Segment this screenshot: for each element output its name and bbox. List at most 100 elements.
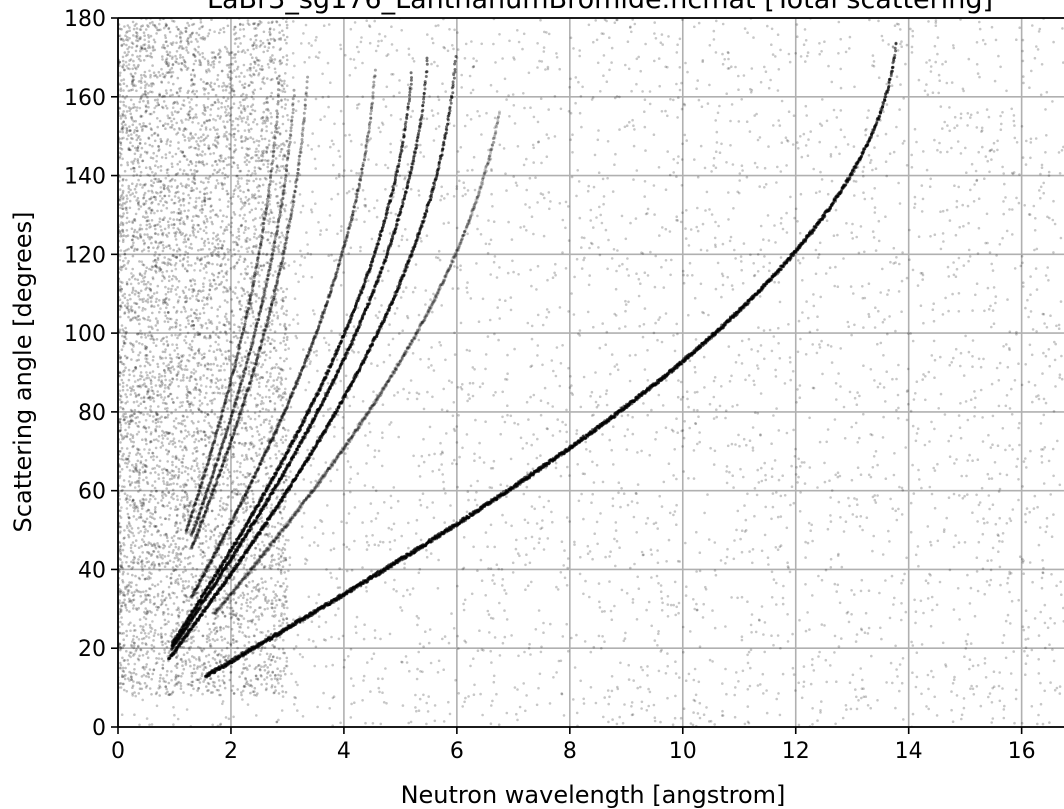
scatter-point [626,257,629,260]
scatter-point [673,510,677,513]
scatter-point [338,155,342,158]
scatter-point [633,562,636,566]
scatter-point [588,450,592,453]
scatter-point [422,155,426,158]
scatter-point [862,165,866,169]
scatter-point [1020,254,1024,258]
scatter-point [891,507,894,511]
scatter-point [635,169,639,172]
scatter-point [699,144,703,148]
scatter-point [303,60,307,64]
scatter-point [161,471,165,475]
scatter-point [407,53,411,56]
scatter-point [228,286,232,289]
scatter-point [950,146,953,150]
scatter-point [139,28,143,32]
scatter-point [349,490,352,494]
scatter-point [1024,163,1028,166]
scatter-point [1025,507,1029,510]
scatter-point [377,544,380,547]
scatter-point [313,526,317,529]
scatter-point [1033,617,1037,620]
scatter-point [878,591,881,595]
scatter-point [232,715,235,719]
scatter-point [511,93,515,96]
scatter-point [191,229,195,233]
scatter-point [211,61,214,64]
scatter-point [349,465,353,469]
scatter-point [154,429,157,432]
scatter-point [187,201,191,205]
scatter-point [590,98,594,101]
scatter-point [817,574,820,578]
scatter-point [317,615,321,618]
scatter-point [996,139,999,143]
scatter-point [191,225,194,229]
scatter-point [473,368,476,371]
scatter-point [650,576,653,579]
scatter-point [452,47,455,51]
scatter-point [622,492,626,496]
scatter-point [954,233,958,237]
scatter-point [501,415,504,419]
scatter-point [990,325,993,329]
scatter-point [183,253,187,257]
scatter-point [673,580,677,584]
scatter-point [308,544,312,547]
scatter-point [595,520,599,524]
scatter-point [804,540,807,544]
scatter-point [554,461,558,465]
scatter-point [385,702,388,705]
scatter-point [748,130,752,133]
scatter-point [842,405,846,409]
scatter-point [692,678,696,682]
scatter-point [946,150,949,154]
scatter-point [362,674,366,678]
scatter-point [324,665,328,668]
scatter-point [676,219,679,222]
scatter-point [193,174,196,177]
scatter-point [666,696,669,700]
scatter-point [1036,505,1039,509]
scatter-point [275,442,278,445]
scatter-point [618,264,621,268]
scatter-point [623,125,627,129]
scatter-point [772,414,775,417]
scatter-point [953,184,956,187]
scatter-point [710,213,714,216]
scatter-point [239,375,242,379]
scatter-point [293,703,296,706]
scatter-point [427,453,431,457]
scatter-point [373,19,377,23]
scatter-point [347,252,351,255]
scatter-point [317,221,320,224]
scatter-point [306,243,309,246]
scatter-point [1028,343,1032,347]
scatter-point [930,354,934,357]
scatter-point [389,506,393,510]
scatter-point [675,82,678,86]
scatter-point [907,402,910,406]
scatter-point [313,541,316,544]
scatter-point [1060,149,1064,152]
scatter-point [208,639,211,642]
scatter-point [124,206,128,210]
scatter-point [1038,189,1041,192]
scatter-point [320,520,324,523]
scatter-point [522,225,526,228]
scatter-point [211,164,214,167]
scatter-point [313,664,317,668]
scatter-point [999,128,1003,131]
scatter-point [199,323,203,327]
scatter-point [289,521,293,524]
scatter-point [264,532,268,536]
scatter-point [158,22,161,26]
scatter-point [830,361,834,364]
scatter-point [1033,384,1037,387]
scatter-point [333,259,336,263]
scatter-point [137,425,140,428]
scatter-point [272,347,276,350]
scatter-point [165,142,168,146]
scatter-point [763,255,766,258]
scatter-point [141,127,144,131]
